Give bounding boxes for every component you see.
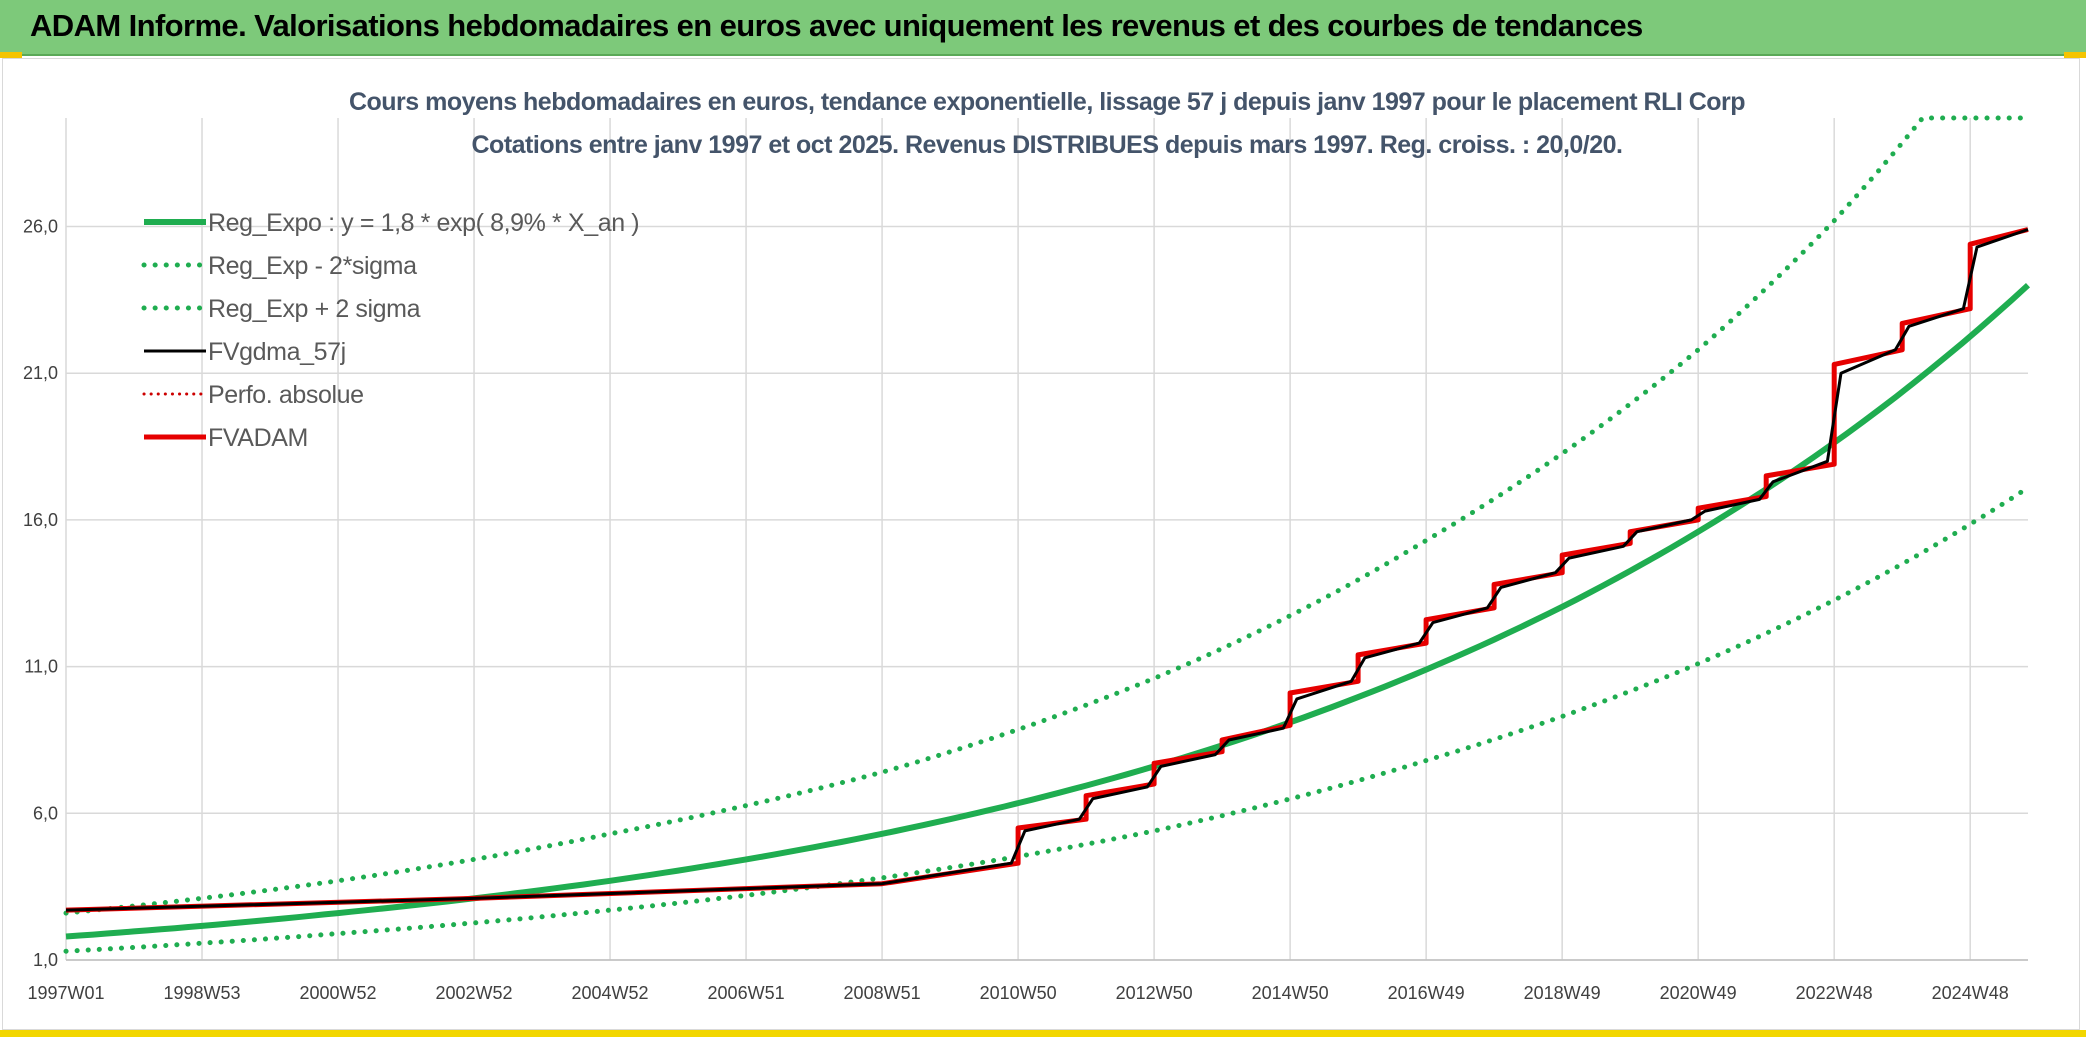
y-tick-label: 26,0 <box>23 217 58 237</box>
bottom-strip <box>0 1030 2086 1037</box>
chart-title-line: Cours moyens hebdomadaires en euros, ten… <box>349 88 1745 116</box>
corner-mark-right <box>2064 52 2086 58</box>
legend-label: Reg_Exp + 2 sigma <box>208 295 421 323</box>
legend: Reg_Expo : y = 1,8 * exp( 8,9% * X_an ) R… <box>141 209 640 452</box>
x-tick-label: 2016W49 <box>1388 983 1465 1003</box>
x-tick-label: 2000W52 <box>299 983 376 1003</box>
x-tick-label: 2006W51 <box>708 983 785 1003</box>
x-tick-label: 2024W48 <box>1932 983 2009 1003</box>
axes: 1,0 6,0 11,0 16,0 21,0 26,0 1997W01 1998W53 2000… <box>23 217 2028 1003</box>
legend-label: Perfo. absolue <box>208 381 364 409</box>
x-tick-label: 1998W53 <box>163 983 240 1003</box>
series-line-reg-expo-y-1-8-exp-8-9-x-an <box>65 282 2031 940</box>
x-tick-label: 2022W48 <box>1796 983 1873 1003</box>
x-tick-label: 1997W01 <box>27 983 104 1003</box>
x-tick-label: 2012W50 <box>1116 983 1193 1003</box>
x-tick-label: 2008W51 <box>844 983 921 1003</box>
report-title: ADAM Informe. Valorisations hebdomadaire… <box>30 8 1643 43</box>
chart-title-line: Cotations entre janv 1997 et oct 2025. R… <box>472 131 1623 159</box>
legend-label: FVgdma_57j <box>208 338 346 366</box>
series-line-reg-exp-2-sigma <box>63 485 2031 954</box>
x-tick-label: 2020W49 <box>1660 983 1737 1003</box>
y-tick-label: 16,0 <box>23 510 58 530</box>
chart-frame <box>2 58 2080 1030</box>
series-line-reg-exp-2-sigma <box>63 115 2031 916</box>
series-lines <box>63 115 2031 954</box>
x-tick-label: 2014W50 <box>1252 983 1329 1003</box>
chart-title: Cours moyens hebdomadaires en euros, ten… <box>349 88 1746 159</box>
x-tick-label: 2004W52 <box>572 983 649 1003</box>
report-banner: ADAM Informe. Valorisations hebdomadaire… <box>0 0 2086 56</box>
y-tick-label: 11,0 <box>24 657 58 677</box>
legend-label: Reg_Exp - 2*sigma <box>208 252 417 280</box>
y-tick-label: 6,0 <box>33 803 58 823</box>
x-tick-label: 2002W52 <box>436 983 513 1003</box>
series-line-fvgdma-57j <box>65 228 2029 912</box>
x-tick-label: 2018W49 <box>1524 983 1601 1003</box>
y-tick-label: 1,0 <box>33 950 58 970</box>
y-tick-label: 21,0 <box>23 363 58 383</box>
legend-label: FVADAM <box>208 424 308 452</box>
corner-mark-left <box>0 52 22 58</box>
x-tick-label: 2010W50 <box>980 983 1057 1003</box>
series-line-fvadam <box>65 227 2029 913</box>
legend-label: Reg_Expo : y = 1,8 * exp( 8,9% * X_an ) <box>208 209 639 237</box>
gridlines <box>65 118 2028 961</box>
